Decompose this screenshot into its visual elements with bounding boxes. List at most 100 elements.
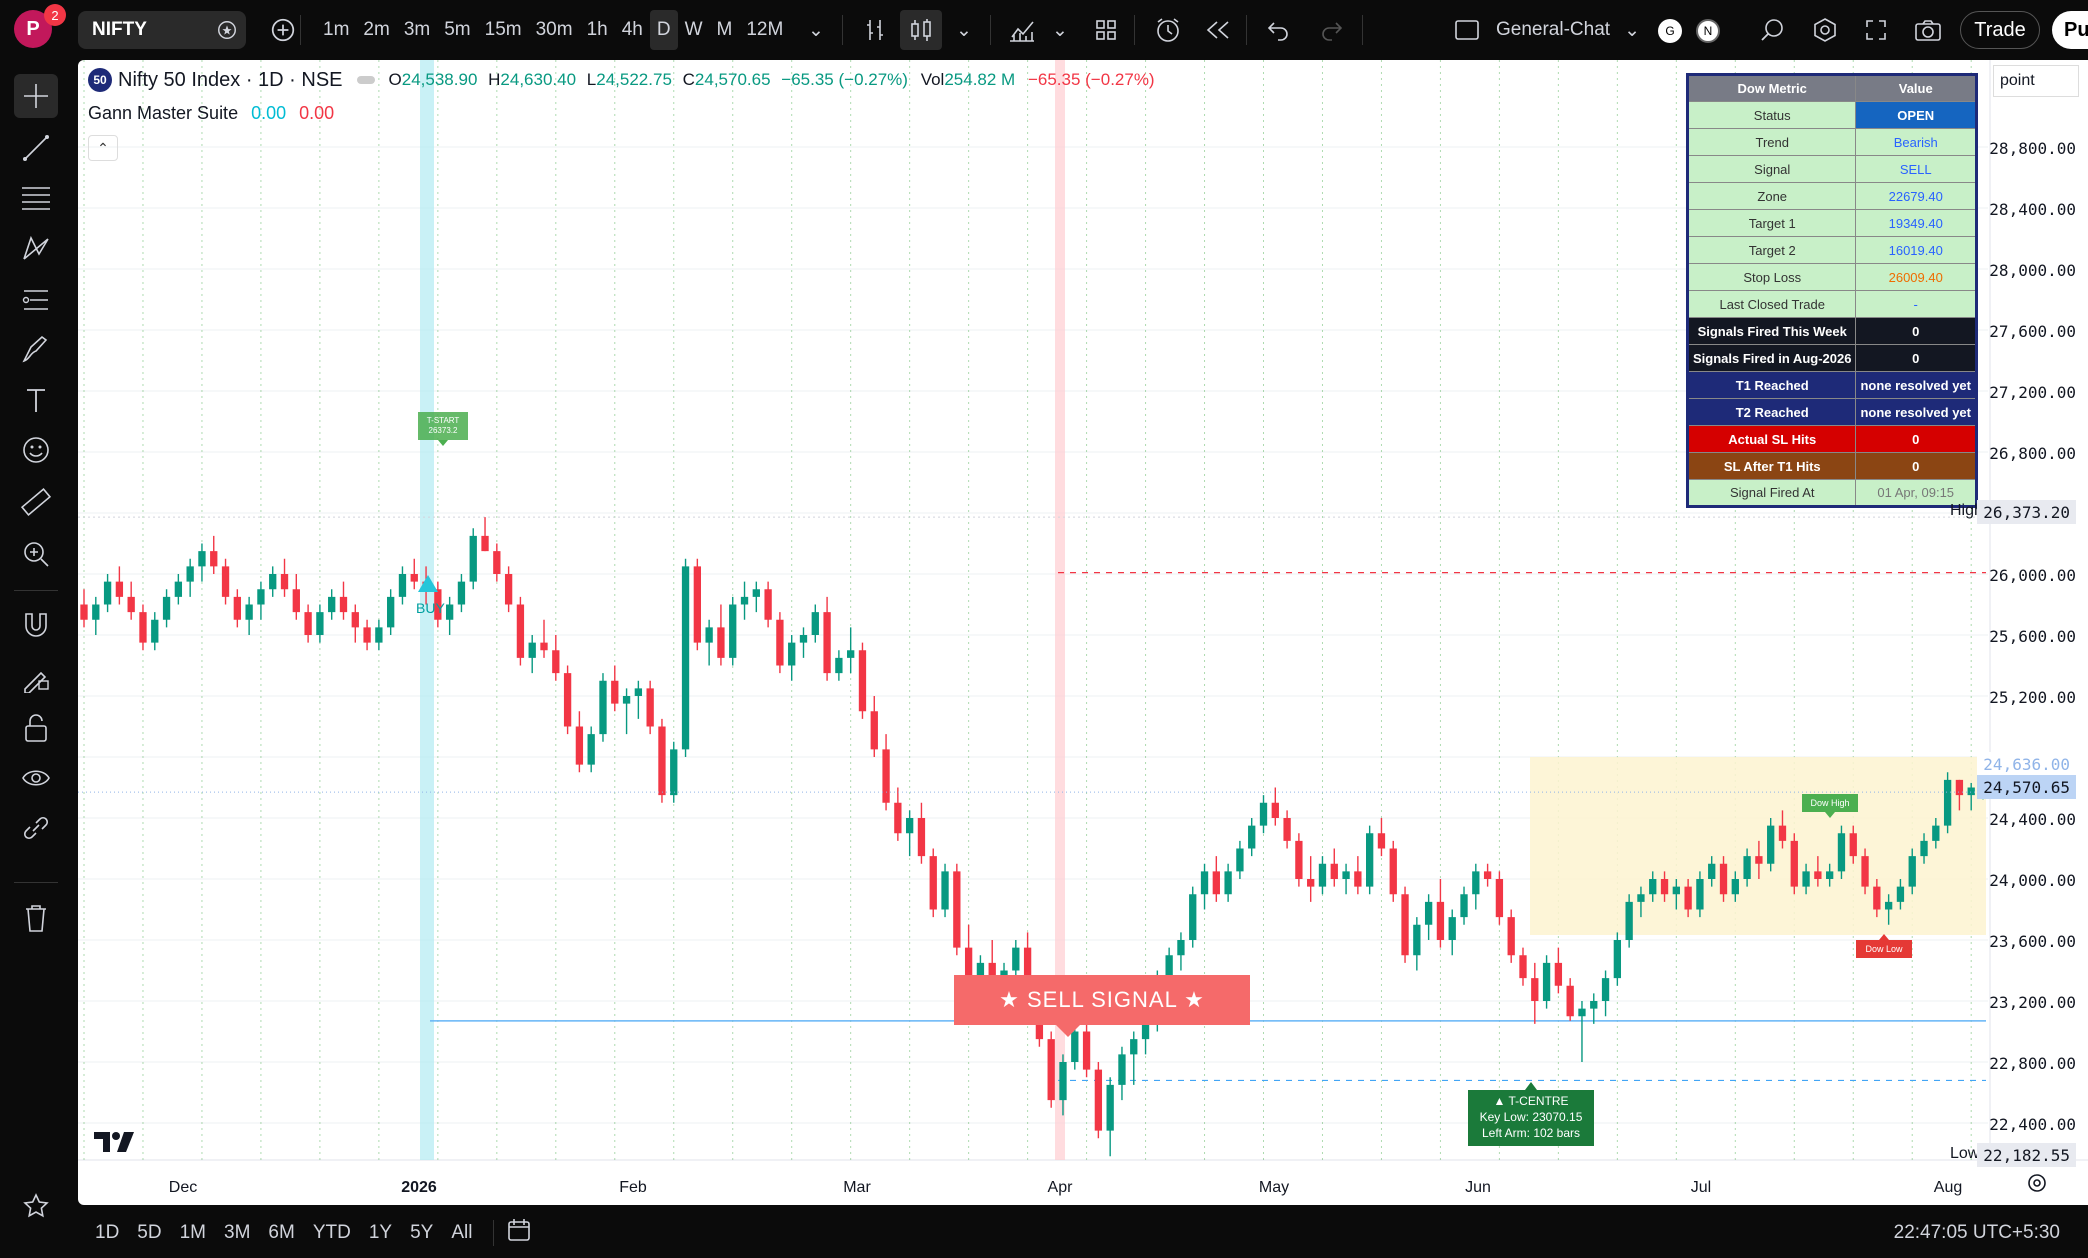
favorites-star-icon[interactable] xyxy=(14,1184,58,1228)
ruler-icon[interactable] xyxy=(14,480,58,524)
metric-value: 16019.40 xyxy=(1855,236,1977,264)
symbol-search[interactable]: NIFTY xyxy=(78,11,246,49)
layout-dropdown-icon[interactable]: ⌄ xyxy=(1624,19,1640,41)
timeframe-12m[interactable]: 12M xyxy=(746,19,784,40)
candle-body xyxy=(1023,947,1032,1001)
price-tick-label: 27,600.00 xyxy=(1989,322,2076,341)
pattern-icon[interactable] xyxy=(14,226,58,270)
t-centre-left-arm: Left Arm: 102 bars xyxy=(1481,1126,1581,1140)
price-unit-label[interactable]: point xyxy=(1993,65,2079,97)
range-3m[interactable]: 3M xyxy=(224,1222,251,1243)
trash-icon[interactable] xyxy=(14,896,58,940)
buy-label: BUY xyxy=(416,600,445,616)
candle-body xyxy=(634,688,643,696)
collaborator-avatar[interactable]: N xyxy=(1696,19,1720,43)
time-tick-label: Dec xyxy=(168,1179,198,1196)
candle-body xyxy=(717,627,725,658)
search-icon[interactable] xyxy=(1752,10,1794,50)
timeframe-dropdown-icon[interactable]: ⌄ xyxy=(808,19,824,41)
timeframe-m[interactable]: M xyxy=(716,19,733,40)
layout-grid-icon[interactable] xyxy=(1086,10,1126,50)
symbol-title[interactable]: Nifty 50 Index · 1D · NSE xyxy=(118,68,343,91)
crosshair-icon[interactable] xyxy=(14,74,58,118)
candles-chart-type-icon[interactable] xyxy=(900,10,942,50)
candle-body xyxy=(1660,879,1669,895)
unlock-icon[interactable] xyxy=(14,706,58,750)
indicators-icon[interactable] xyxy=(1000,10,1044,50)
text-tool-icon[interactable] xyxy=(14,378,58,422)
table-header: Value xyxy=(1855,74,1977,102)
candle-body xyxy=(1826,871,1834,879)
trade-button[interactable]: Trade xyxy=(1960,11,2040,49)
redo-icon[interactable] xyxy=(1312,10,1352,50)
timeframe-4h[interactable]: 4h xyxy=(621,19,643,40)
timeframe-d[interactable]: D xyxy=(649,10,678,50)
clock-label[interactable]: 22:47:05 UTC+5:30 xyxy=(1893,1222,2060,1243)
candle-body xyxy=(1613,940,1622,979)
indicators-dropdown-icon[interactable]: ⌄ xyxy=(1052,19,1068,41)
range-1m[interactable]: 1M xyxy=(179,1222,206,1243)
fib-retracement-icon[interactable] xyxy=(14,176,58,220)
candle-body xyxy=(729,604,737,658)
candle-body xyxy=(870,711,878,750)
chart-settings-icon[interactable] xyxy=(2026,1172,2048,1199)
bar-chart-type-icon[interactable] xyxy=(856,10,896,50)
candle-body xyxy=(304,612,312,635)
table-row: Signal SELL xyxy=(1686,155,1977,183)
layout-name-button[interactable]: General-Chat ⌄ xyxy=(1446,10,1648,50)
timeframe-15m[interactable]: 15m xyxy=(484,19,522,40)
star-settings-icon[interactable] xyxy=(216,19,238,41)
candle-body xyxy=(1625,901,1633,940)
range-ytd[interactable]: YTD xyxy=(312,1222,351,1243)
price-chart[interactable] xyxy=(78,60,2088,1205)
range-5d[interactable]: 5D xyxy=(137,1222,162,1243)
timeframe-30m[interactable]: 30m xyxy=(535,19,573,40)
metric-value: SELL xyxy=(1855,155,1977,183)
metric-label: Status xyxy=(1686,101,1857,129)
timeframe-w[interactable]: W xyxy=(684,19,703,40)
collaborator-avatar[interactable]: G xyxy=(1658,19,1682,43)
table-row: Target 1 19349.40 xyxy=(1686,209,1977,237)
collapse-legend-button[interactable]: ⌃ xyxy=(88,135,118,161)
candle-body xyxy=(540,642,548,651)
zoom-in-icon[interactable] xyxy=(14,532,58,576)
candle-body xyxy=(516,604,525,658)
link-icon[interactable] xyxy=(14,806,58,850)
chart-pane[interactable]: 50 Nifty 50 Index · 1D · NSE O24,538.90 … xyxy=(78,60,2088,1205)
range-all[interactable]: All xyxy=(451,1222,473,1243)
lock-drawing-icon[interactable] xyxy=(14,656,58,700)
goto-date-icon[interactable] xyxy=(506,1217,532,1249)
toolbar-divider xyxy=(842,15,843,45)
undo-icon[interactable] xyxy=(1258,10,1298,50)
timeframe-3m[interactable]: 3m xyxy=(403,19,431,40)
timeframe-1m[interactable]: 1m xyxy=(323,19,350,40)
candle-body xyxy=(493,551,501,574)
timeframe-5m[interactable]: 5m xyxy=(444,19,471,40)
tradingview-logo[interactable] xyxy=(94,1128,138,1162)
range-1y[interactable]: 1Y xyxy=(368,1222,393,1243)
camera-icon[interactable] xyxy=(1906,10,1950,50)
candle-body xyxy=(823,612,831,674)
candle-body xyxy=(257,589,265,605)
alert-icon[interactable] xyxy=(1146,10,1190,50)
forecast-icon[interactable] xyxy=(14,278,58,322)
timeframe-1h[interactable]: 1h xyxy=(586,19,608,40)
settings-hex-icon[interactable] xyxy=(1804,10,1846,50)
brush-icon[interactable] xyxy=(14,328,58,372)
eye-icon[interactable] xyxy=(14,756,58,800)
chart-type-dropdown-icon[interactable]: ⌄ xyxy=(956,19,972,41)
range-1d[interactable]: 1D xyxy=(95,1222,120,1243)
range-5y[interactable]: 5Y xyxy=(410,1222,434,1243)
trend-line-icon[interactable] xyxy=(14,126,58,170)
add-symbol-icon[interactable] xyxy=(262,10,304,50)
publish-button[interactable]: Pu xyxy=(2052,11,2088,49)
metric-label: Signals Fired in Aug-2026 xyxy=(1686,344,1857,372)
replay-icon[interactable] xyxy=(1196,10,1240,50)
magnet-icon[interactable] xyxy=(14,604,58,648)
emoji-icon[interactable] xyxy=(14,428,58,472)
indicator-name[interactable]: Gann Master Suite xyxy=(88,103,239,123)
fullscreen-icon[interactable] xyxy=(1856,10,1896,50)
timeframe-2m[interactable]: 2m xyxy=(363,19,390,40)
range-6m[interactable]: 6M xyxy=(268,1222,295,1243)
candle-body xyxy=(1472,871,1480,895)
